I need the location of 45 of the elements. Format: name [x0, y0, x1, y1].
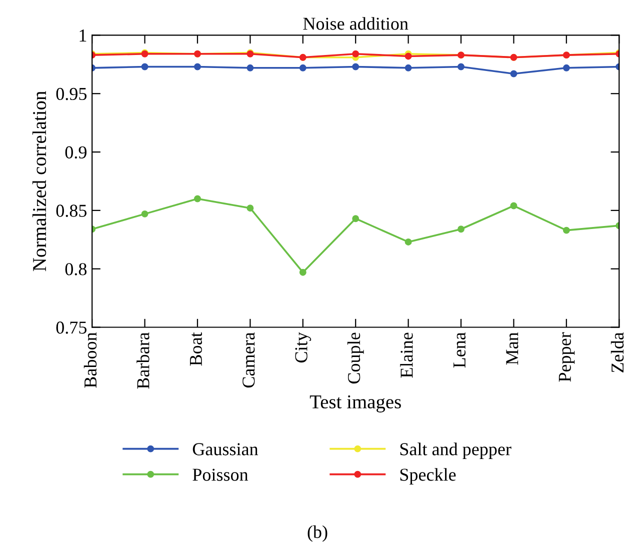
y-tick-label: 0.95 — [56, 88, 87, 100]
point — [352, 63, 360, 70]
x-tick-label: Zelda — [610, 332, 624, 372]
point — [404, 238, 412, 246]
point — [299, 64, 306, 72]
x-tick-label: Pepper — [558, 332, 575, 382]
point — [510, 70, 518, 78]
point — [194, 195, 201, 202]
x-tick-label: Baboon — [84, 332, 97, 388]
point — [562, 64, 570, 72]
x-tick-label: Man — [506, 332, 518, 365]
legend-label: Gaussian — [192, 443, 258, 456]
y-tick-label: 1 — [80, 30, 86, 42]
x-tick-label: Couple — [347, 332, 364, 384]
point — [194, 63, 201, 70]
x-tick-label: Barbara — [136, 332, 150, 389]
legend-label: Speckle — [400, 468, 456, 484]
x-tick-label: Camera — [242, 332, 255, 388]
point — [246, 64, 254, 72]
y-axis-title: Normalized correlation — [32, 91, 46, 272]
x-tick-label: City — [295, 332, 312, 362]
x-tick-label: Boat — [190, 332, 202, 366]
chart-title: Noise addition — [303, 17, 408, 30]
point — [562, 226, 570, 234]
x-tick-label: Lena — [454, 332, 466, 368]
point — [246, 204, 254, 212]
legend-label: Poisson — [192, 468, 248, 481]
text: (b) — [308, 525, 328, 542]
point — [458, 63, 464, 70]
point — [510, 202, 518, 210]
point — [299, 268, 306, 276]
y-tick-label: 0.9 — [65, 146, 86, 159]
legend-label: Salt and pepper — [400, 442, 512, 459]
point — [404, 52, 412, 60]
y-tick-label: 0.85 — [56, 204, 87, 217]
x-tick-label: Elaine — [400, 332, 413, 378]
y-tick-label: 0.8 — [65, 263, 87, 276]
point — [141, 210, 148, 218]
y-tick-label: 0.75 — [56, 322, 87, 334]
point — [141, 63, 148, 70]
point — [352, 215, 360, 222]
x-axis-title: Test images — [310, 395, 401, 412]
point — [352, 50, 360, 58]
point — [404, 64, 412, 72]
point — [458, 226, 464, 233]
